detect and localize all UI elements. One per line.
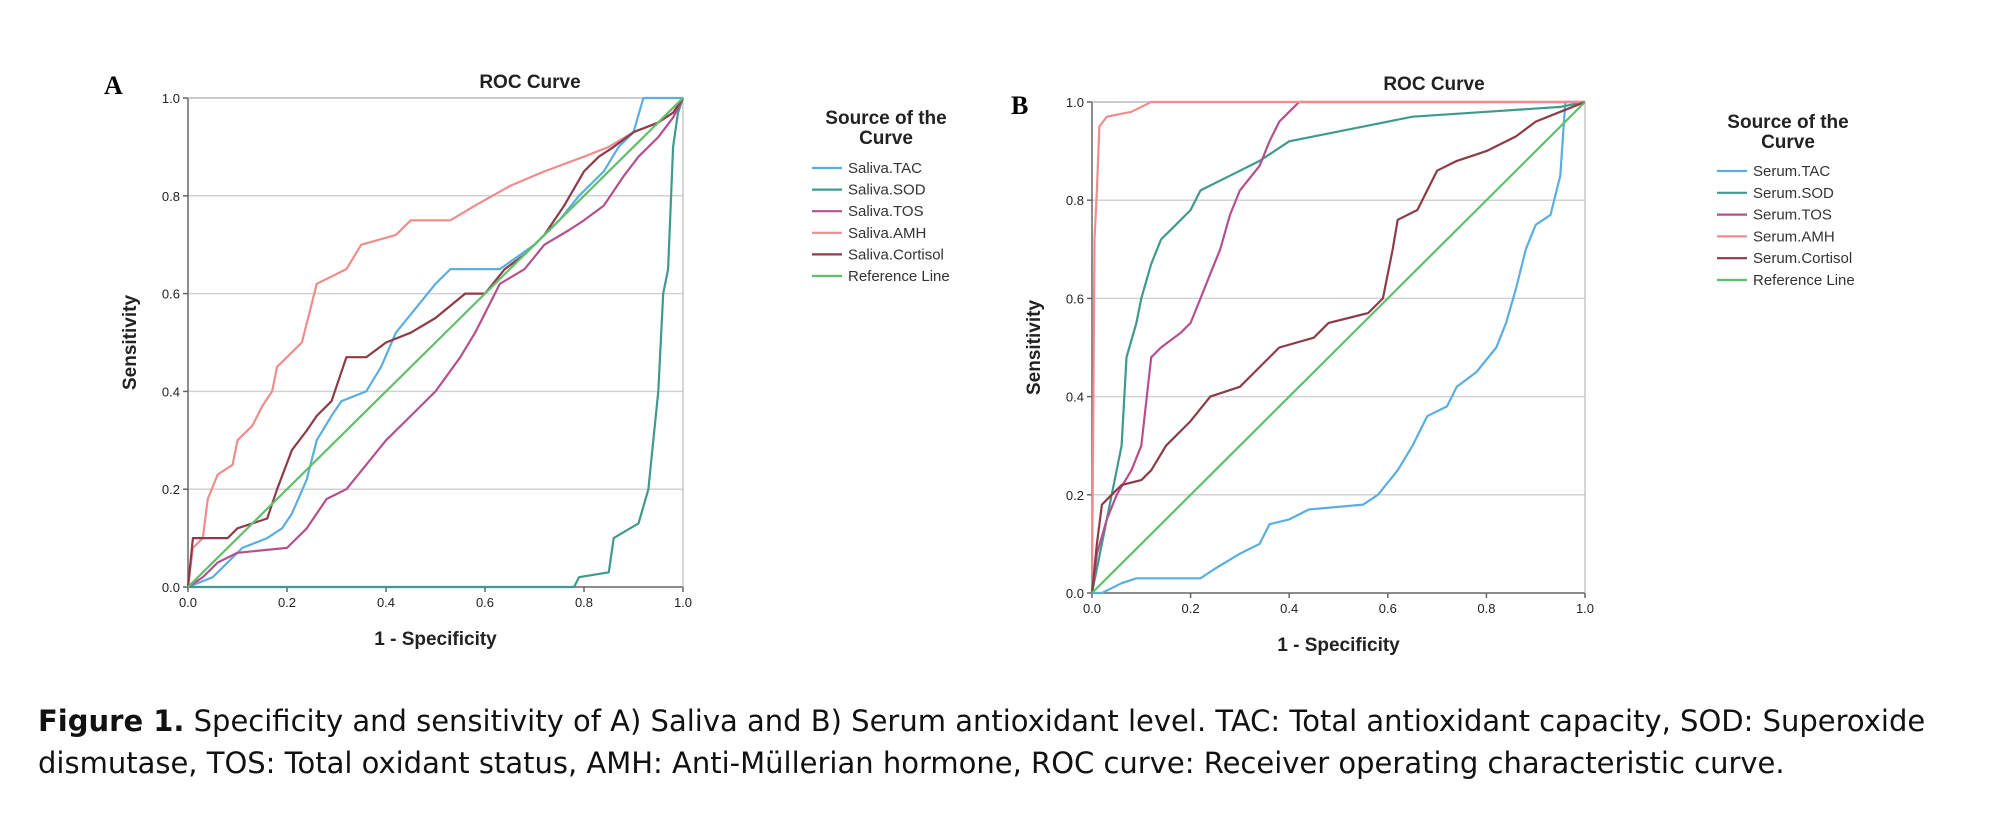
a-series-line-2: [187, 97, 684, 588]
a-y-axis-title: Sensitivity: [120, 295, 141, 390]
a-y-tick-label-1: 0.2: [162, 482, 180, 497]
b-series-line-1: [1090, 100, 1586, 594]
b-x-tick-label-3: 0.6: [1379, 601, 1397, 616]
b-x-tick-label-4: 0.8: [1477, 601, 1495, 616]
a-series-line-0: [187, 96, 683, 589]
b-x-tick-label-1: 0.2: [1182, 601, 1200, 616]
a-x-tick-label-5: 1.0: [674, 595, 692, 610]
b-y-tick-label-1: 0.2: [1066, 488, 1084, 503]
a-x-tick-label-1: 0.2: [278, 595, 296, 610]
panel-b-roc-chart: 0.0 0.2 0.4 0.6 0.8 1.0 0.0 0.2 0.4 0.6 0.8 1.0 1 - …: [1011, 74, 1855, 656]
a-series-line-5: [187, 97, 684, 588]
a-y-tick-label-5: 1.0: [162, 91, 180, 106]
a-legend-label-3: Saliva.AMH: [848, 225, 926, 242]
b-legend-label-3: Serum.AMH: [1753, 228, 1835, 245]
a-x-tick-label-3: 0.6: [476, 595, 494, 610]
a-y-tick-label-2: 0.4: [162, 384, 180, 399]
a-chart-title: ROC Curve: [479, 72, 580, 93]
b-y-axis-title: Sensitivity: [1024, 300, 1045, 395]
a-x-tick-label-2: 0.4: [377, 595, 395, 610]
b-legend-label-5: Reference Line: [1753, 272, 1855, 289]
b-chart-title: ROC Curve: [1383, 74, 1484, 95]
b-series-line-0: [1092, 100, 1585, 595]
a-legend-label-5: Reference Line: [848, 268, 950, 285]
b-x-tick-label-2: 0.4: [1280, 601, 1298, 616]
a-panel-label: A: [104, 71, 123, 100]
b-legend-label-2: Serum.TOS: [1753, 207, 1832, 224]
b-series-line-4: [1090, 100, 1586, 594]
b-legend-label-4: Serum.Cortisol: [1753, 250, 1852, 267]
b-legend-label-0: Serum.TAC: [1753, 163, 1830, 180]
caption-text: Specificity and sensitivity of A) Saliva…: [38, 704, 1926, 780]
a-x-tick-label-4: 0.8: [575, 595, 593, 610]
a-x-axis-title: 1 - Specificity: [374, 629, 497, 650]
b-series-line-2: [1090, 100, 1585, 594]
b-y-tick-label-4: 0.8: [1066, 193, 1084, 208]
b-x-tick-label-0: 0.0: [1083, 601, 1101, 616]
b-series-line-5: [1091, 101, 1586, 594]
a-series-line-1: [188, 97, 685, 589]
a-x-tick-label-0: 0.0: [179, 595, 197, 610]
a-series-line-3: [186, 97, 684, 588]
b-y-tick-label-0: 0.0: [1066, 586, 1084, 601]
b-y-tick-label-5: 1.0: [1066, 95, 1084, 110]
b-panel-label: B: [1011, 91, 1028, 120]
figure-caption: Figure 1. Specificity and sensitivity of…: [38, 700, 1978, 784]
b-y-tick-label-2: 0.4: [1066, 390, 1084, 405]
a-legend-label-1: Saliva.SOD: [848, 182, 926, 199]
a-legend-label-0: Saliva.TAC: [848, 160, 922, 177]
a-y-tick-label-3: 0.6: [162, 287, 180, 302]
b-x-tick-label-5: 1.0: [1576, 601, 1594, 616]
a-legend-label-2: Saliva.TOS: [848, 203, 924, 220]
panel-a-roc-chart: 0.0 0.2 0.4 0.6 0.8 1.0 0.0 0.2 0.4 0.6 0.8 1.0 1 - …: [104, 71, 950, 650]
a-legend-title-line-1: Source of the: [825, 108, 946, 129]
a-legend-title-line-2: Curve: [859, 128, 913, 149]
caption-label: Figure 1.: [38, 704, 185, 738]
b-x-axis-title: 1 - Specificity: [1277, 635, 1400, 656]
b-y-tick-label-3: 0.6: [1066, 291, 1084, 306]
a-legend-label-4: Saliva.Cortisol: [848, 246, 944, 263]
b-series-line-3: [1090, 100, 1585, 594]
b-legend-label-1: Serum.SOD: [1753, 185, 1834, 202]
a-y-tick-label-0: 0.0: [162, 580, 180, 595]
b-legend-title-line-2: Curve: [1761, 132, 1815, 153]
a-y-tick-label-4: 0.8: [162, 189, 180, 204]
b-legend-title-line-1: Source of the: [1727, 112, 1848, 133]
